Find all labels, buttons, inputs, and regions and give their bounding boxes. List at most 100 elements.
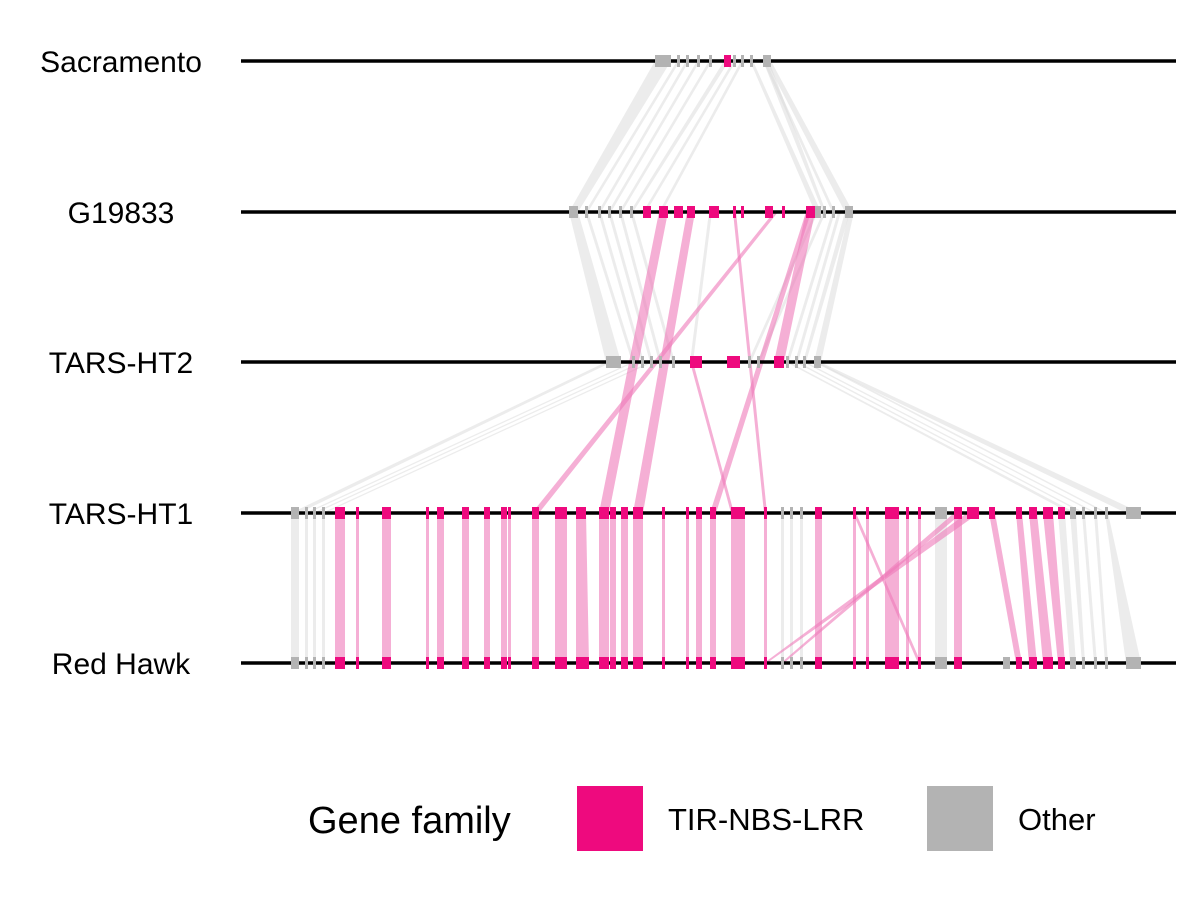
gene-block-other	[569, 206, 578, 218]
gene-block-other	[322, 657, 325, 669]
gene-block-tir-nbs-lrr	[710, 507, 716, 519]
gene-block-other	[672, 356, 675, 368]
synteny-link-tir	[335, 513, 345, 663]
gene-block-tir-nbs-lrr	[764, 507, 767, 519]
synteny-link-other	[763, 61, 826, 212]
gene-block-other	[832, 206, 835, 218]
synteny-link-other	[814, 362, 1141, 513]
gene-block-tir-nbs-lrr	[335, 507, 345, 519]
gene-block-tir-nbs-lrr	[599, 657, 609, 669]
gene-block-other	[650, 356, 653, 368]
genome-label-sacramento: Sacramento	[40, 46, 202, 79]
gene-block-other	[814, 356, 821, 368]
synteny-link-other	[585, 61, 680, 212]
gene-block-tir-nbs-lrr	[633, 657, 643, 669]
gene-block-tir-nbs-lrr	[906, 657, 909, 669]
gene-block-other	[935, 507, 947, 519]
gene-block-tir-nbs-lrr	[335, 657, 345, 669]
synteny-link-tir	[356, 513, 359, 663]
gene-block-tir-nbs-lrr	[1016, 507, 1022, 519]
gene-block-other	[1094, 657, 1097, 669]
gene-block-other	[709, 55, 712, 67]
gene-block-tir-nbs-lrr	[1058, 657, 1065, 669]
synteny-link-other	[305, 362, 635, 513]
synteny-link-other	[795, 212, 841, 362]
gene-block-tir-nbs-lrr	[610, 657, 616, 669]
gene-block-tir-nbs-lrr	[774, 356, 784, 368]
gene-block-other	[655, 55, 671, 67]
gene-block-other	[750, 55, 753, 67]
gene-block-other	[1070, 507, 1076, 519]
synteny-link-other	[803, 212, 850, 362]
gene-block-tir-nbs-lrr	[918, 657, 921, 669]
gene-block-other	[313, 507, 316, 519]
gene-block-tir-nbs-lrr	[1058, 507, 1065, 519]
gene-block-other	[686, 55, 689, 67]
synteny-link-other	[750, 61, 821, 212]
synteny-link-other	[322, 362, 653, 513]
gene-block-tir-nbs-lrr	[1043, 507, 1053, 519]
synteny-link-other	[766, 61, 853, 212]
gene-block-tir-nbs-lrr	[733, 206, 736, 218]
synteny-link-other	[585, 212, 635, 362]
gene-block-tir-nbs-lrr	[918, 507, 921, 519]
gene-block-tir-nbs-lrr	[555, 507, 567, 519]
gene-block-tir-nbs-lrr	[710, 657, 716, 669]
gene-block-tir-nbs-lrr	[885, 507, 899, 519]
gene-block-tir-nbs-lrr	[724, 55, 731, 67]
synteny-link-tir	[1029, 513, 1053, 663]
gene-block-tir-nbs-lrr	[508, 507, 511, 519]
gene-block-other	[800, 507, 803, 519]
synteny-link-tir	[906, 513, 909, 663]
gene-block-tir-nbs-lrr	[532, 657, 539, 669]
gene-block-tir-nbs-lrr	[501, 657, 507, 669]
gene-block-tir-nbs-lrr	[633, 507, 643, 519]
synteny-link-tir	[815, 513, 822, 663]
gene-block-other	[305, 657, 308, 669]
gene-block-tir-nbs-lrr	[1029, 657, 1037, 669]
gene-block-other	[659, 356, 662, 368]
gene-block-tir-nbs-lrr	[806, 206, 815, 218]
gene-block-other	[1094, 507, 1097, 519]
gene-block-tir-nbs-lrr	[484, 507, 490, 519]
gene-block-tir-nbs-lrr	[906, 507, 909, 519]
gene-block-tir-nbs-lrr	[555, 657, 567, 669]
gene-block-tir-nbs-lrr	[687, 206, 695, 218]
synteny-link-other	[795, 362, 1085, 513]
synteny-link-tir	[484, 513, 490, 663]
gene-block-other	[815, 206, 821, 218]
genome-label-tars-ht2: TARS-HT2	[49, 347, 193, 380]
gene-block-other	[630, 206, 633, 218]
gene-block-tir-nbs-lrr	[621, 507, 628, 519]
genome-label-red-hawk: Red Hawk	[52, 648, 191, 681]
gene-block-other	[1082, 657, 1085, 669]
synteny-link-tir	[426, 513, 429, 663]
gene-block-other	[823, 206, 826, 218]
gene-block-other	[585, 206, 588, 218]
synteny-link-tir	[853, 513, 856, 663]
gene-block-other	[1105, 507, 1108, 519]
gene-block-tir-nbs-lrr	[382, 507, 391, 519]
synteny-link-other	[1094, 513, 1108, 663]
synteny-link-other	[630, 61, 729, 212]
gene-block-tir-nbs-lrr	[709, 206, 719, 218]
gene-block-other	[632, 356, 635, 368]
synteny-link-other	[690, 212, 712, 362]
gene-block-other	[795, 356, 798, 368]
synteny-link-tir	[382, 513, 391, 663]
gene-block-tir-nbs-lrr	[462, 507, 469, 519]
gene-block-tir-nbs-lrr	[576, 657, 589, 669]
synteny-link-tir	[532, 513, 539, 663]
synteny-link-tir	[774, 212, 815, 362]
synteny-link-tir	[610, 513, 616, 663]
synteny-link-other	[786, 212, 835, 362]
gene-block-other	[305, 507, 308, 519]
gene-block-tir-nbs-lrr	[690, 356, 702, 368]
gene-block-tir-nbs-lrr	[437, 507, 444, 519]
gene-blocks	[291, 55, 1141, 669]
synteny-link-tir	[696, 513, 702, 663]
synteny-link-other	[608, 61, 700, 212]
synteny-link-tir	[764, 513, 767, 663]
gene-block-tir-nbs-lrr	[696, 507, 702, 519]
synteny-link-tir	[1043, 513, 1065, 663]
